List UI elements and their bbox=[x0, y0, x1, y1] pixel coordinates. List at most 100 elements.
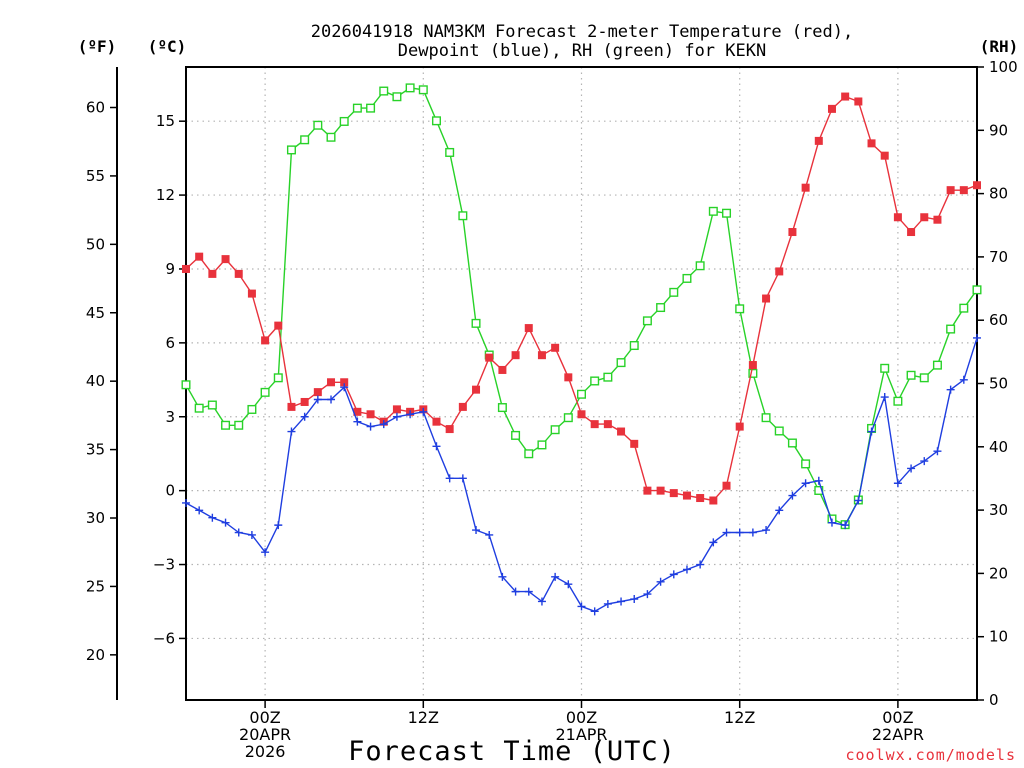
celsius-unit-label: (ºC) bbox=[148, 37, 187, 56]
dewpoint-point bbox=[709, 538, 718, 547]
dewpoint-point bbox=[669, 570, 678, 579]
temperature-point bbox=[313, 388, 322, 397]
dewpoint-point bbox=[564, 580, 573, 589]
temperature-point bbox=[221, 255, 230, 264]
temperature-point bbox=[327, 378, 336, 387]
rh-line bbox=[185, 87, 978, 526]
temperature-point bbox=[709, 496, 718, 505]
temperature-point bbox=[472, 385, 481, 394]
temperature-point bbox=[247, 289, 256, 298]
temperature-point bbox=[643, 486, 652, 495]
rh-point bbox=[972, 285, 982, 295]
dewpoint-point bbox=[946, 385, 955, 394]
temperature-point bbox=[577, 410, 586, 419]
dewpoint-point bbox=[762, 526, 771, 535]
temperature-point bbox=[959, 186, 968, 195]
x-tick-label: 2026 bbox=[245, 742, 286, 761]
temperature-point bbox=[669, 489, 678, 498]
dewpoint-point bbox=[643, 590, 652, 599]
celsius-tick-label: −6 bbox=[153, 629, 175, 647]
rh-tick-label: 60 bbox=[989, 311, 1008, 329]
rh-point bbox=[431, 116, 441, 126]
rh-point bbox=[814, 485, 824, 495]
fahrenheit-tick-label: 20 bbox=[86, 646, 105, 664]
temperature-point bbox=[182, 264, 190, 273]
dewpoint-point bbox=[590, 607, 599, 616]
rh-tick-label: 0 bbox=[989, 691, 999, 709]
dewpoint-point bbox=[748, 528, 757, 537]
rh-point bbox=[642, 316, 652, 326]
x-axis-label: Forecast Time (UTC) bbox=[348, 736, 676, 767]
rh-point bbox=[234, 420, 244, 430]
temperature-point bbox=[392, 405, 401, 414]
rh-point bbox=[959, 303, 969, 313]
dewpoint-point bbox=[261, 548, 270, 557]
rh-point bbox=[260, 387, 270, 397]
dewpoint-point bbox=[498, 572, 507, 581]
rh-tick-label: 10 bbox=[989, 628, 1008, 646]
rh-point bbox=[273, 373, 283, 383]
temperature-point bbox=[973, 181, 981, 190]
rh-point bbox=[695, 261, 705, 271]
temperature-point bbox=[537, 351, 546, 360]
rh-point bbox=[458, 211, 468, 221]
dewpoint-point bbox=[880, 393, 889, 402]
rh-point bbox=[221, 420, 231, 430]
dewpoint-point bbox=[959, 375, 968, 384]
temperature-point bbox=[946, 186, 955, 195]
x-tick-label: 12Z bbox=[724, 708, 755, 727]
dewpoint-point bbox=[485, 530, 494, 539]
dewpoint-point bbox=[327, 395, 336, 404]
dewpoint-point bbox=[234, 528, 243, 537]
dewpoint-point bbox=[195, 506, 204, 515]
rh-point bbox=[669, 287, 679, 297]
dewpoint-point bbox=[551, 572, 560, 581]
temperature-point bbox=[893, 213, 902, 222]
dewpoint-point bbox=[841, 521, 850, 530]
rh-tick-label: 100 bbox=[989, 58, 1018, 76]
rh-point bbox=[392, 92, 402, 102]
fahrenheit-tick-label: 40 bbox=[86, 372, 105, 390]
rh-point bbox=[405, 83, 415, 93]
temperature-point bbox=[801, 183, 810, 192]
dewpoint-point bbox=[340, 383, 349, 392]
rh-tick-label: 30 bbox=[989, 501, 1008, 519]
dewpoint-point bbox=[300, 412, 309, 421]
temperature-point bbox=[445, 425, 454, 434]
rh-point bbox=[735, 304, 745, 314]
rh-point bbox=[590, 376, 600, 386]
dewpoint-point bbox=[920, 457, 929, 466]
rh-point bbox=[946, 324, 956, 334]
celsius-tick-label: 6 bbox=[165, 334, 175, 352]
rh-tick-label: 20 bbox=[989, 564, 1008, 582]
chart-title-line-2: Dewpoint (blue), RH (green) for KEKN bbox=[398, 41, 766, 61]
temperature-point bbox=[234, 269, 243, 278]
dewpoint-point bbox=[208, 513, 217, 522]
dewpoint-point bbox=[445, 474, 454, 483]
temperature-point bbox=[300, 397, 309, 406]
temperature-point bbox=[498, 365, 507, 374]
fahrenheit-tick-label: 55 bbox=[86, 167, 105, 185]
dewpoint-point bbox=[735, 528, 744, 537]
temperature-series bbox=[182, 92, 981, 505]
x-tick-label: 20APR bbox=[239, 725, 291, 744]
dewpoint-point bbox=[867, 427, 876, 436]
rh-point bbox=[919, 373, 929, 383]
x-tick-label: 00Z bbox=[882, 708, 913, 727]
rh-point bbox=[932, 360, 942, 370]
temperature-point bbox=[340, 378, 349, 387]
celsius-tick-label: 0 bbox=[165, 482, 175, 500]
dewpoint-point bbox=[537, 597, 546, 606]
rh-point bbox=[207, 400, 217, 410]
rh-point bbox=[379, 86, 389, 96]
x-tick-label: 00Z bbox=[566, 708, 597, 727]
temperature-point bbox=[722, 481, 731, 490]
rh-tick-label: 50 bbox=[989, 375, 1008, 393]
temperature-point bbox=[511, 351, 520, 360]
x-tick-label: 00Z bbox=[249, 708, 280, 727]
temperature-point bbox=[762, 294, 771, 303]
dewpoint-point bbox=[656, 577, 665, 586]
temperature-point bbox=[287, 402, 296, 411]
dewpoint-point bbox=[392, 412, 401, 421]
rh-point bbox=[524, 449, 534, 459]
